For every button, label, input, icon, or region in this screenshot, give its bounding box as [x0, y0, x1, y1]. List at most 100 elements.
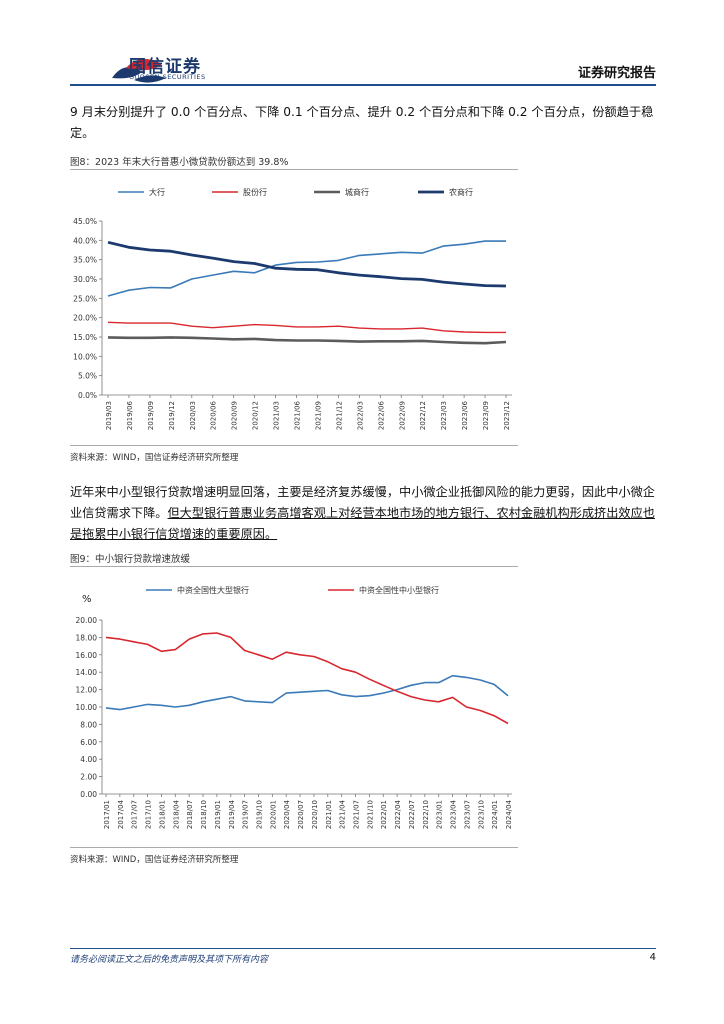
x-tick-label: 2023/01 — [436, 800, 444, 829]
x-tick-label: 2018/01 — [158, 800, 166, 829]
x-tick-label: 2019/07 — [242, 800, 250, 829]
x-tick-label: 2020/12 — [252, 401, 260, 430]
figure-8-top-rule — [70, 169, 518, 170]
x-tick-label: 2017/10 — [145, 800, 153, 829]
x-tick-label: 2017/01 — [103, 800, 111, 829]
x-tick-label: 2023/03 — [440, 401, 448, 430]
x-tick-label: 2020/03 — [189, 401, 197, 430]
x-tick-label: 2021/07 — [353, 800, 361, 829]
figure-8-title: 图8：2023 年末大行普惠小微贷款份额达到 39.8% — [70, 157, 289, 168]
paragraph-2-underlined: 但大型银行普惠业务高增客观上对经营本地市场的地方银行、农村金融机构形成挤出效应也… — [70, 506, 655, 541]
paragraph-2-plain: 近年来中小型银行贷款增速明显回落，主要是经济复苏缓慢，中小微企业抵御风险的能力更… — [70, 485, 655, 520]
x-tick-label: 2022/09 — [398, 401, 406, 430]
y-tick-label: 6.00 — [80, 738, 97, 747]
y-tick-label: 40.0% — [73, 236, 97, 245]
x-tick-label: 2022/01 — [380, 800, 388, 829]
y-tick-label: 2.00 — [80, 773, 97, 782]
y-tick-label: 0.00 — [80, 790, 97, 799]
x-tick-label: 2021/06 — [294, 400, 302, 430]
x-tick-label: 2023/09 — [482, 401, 490, 430]
x-tick-label: 2018/07 — [186, 800, 194, 829]
x-tick-label: 2024/04 — [505, 799, 513, 829]
y-tick-label: 12.00 — [76, 686, 98, 695]
x-tick-label: 2018/04 — [172, 799, 180, 829]
x-tick-label: 2020/01 — [269, 800, 277, 829]
x-tick-label: 2021/01 — [325, 800, 333, 829]
footer-disclaimer: 请务必阅读正文之后的免责声明及其项下所有内容 — [70, 955, 269, 965]
x-tick-label: 2019/10 — [255, 800, 263, 829]
x-tick-label: 2021/12 — [335, 401, 343, 430]
x-tick-label: 2019/03 — [105, 401, 113, 430]
series-line-2 — [107, 336, 507, 345]
series-line-1 — [107, 321, 506, 334]
y-axis-unit-label: % — [82, 594, 92, 605]
x-tick-label: 2019/09 — [147, 401, 155, 430]
x-tick-label: 2017/07 — [131, 800, 139, 829]
brand-name-cn: 国信证券 — [129, 57, 201, 77]
y-tick-label: 30.0% — [73, 275, 97, 284]
y-tick-label: 20.00 — [76, 616, 98, 625]
figure-9-bottom-rule — [70, 847, 518, 848]
x-tick-label: 2023/06 — [461, 400, 469, 430]
y-tick-label: 4.00 — [80, 755, 97, 764]
x-tick-label: 2020/10 — [311, 800, 319, 829]
figure-8-bottom-rule — [70, 445, 518, 446]
footer-divider — [70, 948, 656, 949]
x-tick-label: 2022/06 — [377, 400, 385, 430]
body-paragraph-1: 9 月末分别提升了 0.0 个百分点、下降 0.1 个百分点、提升 0.2 个百… — [70, 105, 654, 140]
x-tick-label: 2022/10 — [422, 800, 430, 829]
x-tick-label: 2020/04 — [283, 799, 291, 829]
legend-label-0: 中资全国性大型银行 — [177, 585, 249, 595]
series-line-3 — [107, 240, 507, 288]
x-tick-label: 2024/01 — [491, 800, 499, 829]
y-tick-label: 10.0% — [73, 352, 97, 361]
x-tick-label: 2019/12 — [168, 401, 176, 430]
y-tick-label: 0.0% — [78, 391, 97, 400]
figure-8-source: 资料来源：WIND，国信证券经济研究所整理 — [70, 453, 239, 463]
x-tick-label: 2021/04 — [339, 799, 347, 829]
legend-label-1: 股份行 — [243, 187, 267, 197]
x-tick-label: 2021/09 — [314, 401, 322, 430]
x-tick-label: 2021/03 — [273, 401, 281, 430]
x-tick-label: 2021/10 — [366, 800, 374, 829]
series-line-0 — [105, 674, 509, 711]
y-tick-label: 10.00 — [76, 703, 98, 712]
figure-9-chart: 中资全国性大型银行 中资全国性中小型银行% 0.00 2.00 4.00 6.00 8.00… — [76, 585, 513, 829]
y-tick-label: 20.0% — [73, 314, 97, 323]
x-tick-label: 2023/10 — [477, 800, 485, 829]
y-tick-label: 35.0% — [73, 256, 97, 265]
x-tick-label: 2017/04 — [117, 799, 125, 829]
y-tick-label: 18.00 — [76, 633, 98, 642]
legend-label-3: 农商行 — [449, 187, 473, 197]
x-tick-label: 2020/07 — [297, 800, 305, 829]
x-tick-label: 2018/10 — [200, 800, 208, 829]
legend-label-2: 城商行 — [345, 187, 369, 197]
x-tick-label: 2019/01 — [214, 800, 222, 829]
x-tick-label: 2022/07 — [408, 800, 416, 829]
x-tick-label: 2020/06 — [210, 400, 218, 430]
y-tick-label: 14.00 — [76, 668, 98, 677]
x-tick-label: 2023/07 — [463, 800, 471, 829]
x-tick-label: 2019/04 — [228, 799, 236, 829]
y-tick-label: 5.0% — [78, 372, 97, 381]
x-tick-label: 2022/04 — [394, 799, 402, 829]
figure-9-top-rule — [70, 566, 518, 567]
series-line-0 — [107, 240, 506, 297]
legend-label-1: 中资全国性中小型银行 — [359, 585, 439, 595]
guosen-logo-mark — [112, 58, 166, 83]
x-tick-label: 2022/03 — [356, 401, 364, 430]
series-line-1 — [105, 632, 509, 725]
x-tick-label: 2022/12 — [419, 401, 427, 430]
figure-9-source: 资料来源：WIND，国信证券经济研究所整理 — [70, 855, 239, 865]
figure-8-chart: 大行 股份行 城商行 农商行 0.0% 5.0% 10.0% 15.0% 20.0% 25.0% 3… — [73, 187, 512, 430]
y-tick-label: 25.0% — [73, 294, 97, 303]
figure-9-title: 图9：中小银行贷款增速放缓 — [70, 554, 191, 565]
x-tick-label: 2023/12 — [503, 401, 511, 430]
legend-label-0: 大行 — [149, 187, 165, 197]
y-tick-label: 15.0% — [73, 333, 97, 342]
body-paragraph-2: 近年来中小型银行贷款增速明显回落，主要是经济复苏缓慢，中小微企业抵御风险的能力更… — [70, 482, 660, 545]
report-type-label: 证券研究报告 — [577, 66, 656, 81]
x-tick-label: 2020/09 — [231, 401, 239, 430]
brand-name-en: GUOSEN SECURITIES — [129, 73, 206, 81]
x-tick-label: 2023/04 — [450, 799, 458, 829]
